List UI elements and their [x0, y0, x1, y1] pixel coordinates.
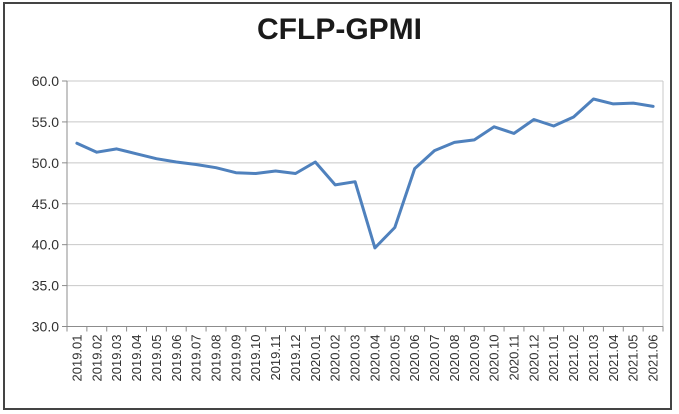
x-axis-tick-label: 2020.05	[387, 335, 402, 382]
y-axis-tick-label: 60.0	[32, 73, 59, 89]
y-axis-tick-label: 55.0	[32, 114, 59, 130]
x-axis-tick-label: 2020.09	[467, 335, 482, 382]
x-axis-tick-label: 2020.01	[308, 335, 323, 382]
x-axis-tick-label: 2019.10	[248, 335, 263, 382]
x-axis-tick-label: 2020.03	[348, 335, 363, 382]
x-axis-tick-label: 2019.02	[89, 335, 104, 382]
x-axis-tick-label: 2021.02	[566, 335, 581, 382]
x-axis-tick-label: 2020.04	[367, 335, 382, 382]
pmi-line	[75, 97, 655, 250]
x-axis-tick-label: 2020.07	[427, 335, 442, 382]
chart-title: CFLP-GPMI	[257, 13, 422, 46]
x-axis-tick-label: 2019.01	[69, 335, 84, 382]
x-axis-tick-label: 2019.07	[189, 335, 204, 382]
x-axis-tick-label: 2019.09	[228, 335, 243, 382]
x-axis-tick-label: 2021.01	[546, 335, 561, 382]
x-axis-tick-label: 2021.05	[626, 335, 641, 382]
y-axis-tick-label: 50.0	[32, 155, 59, 171]
x-axis-tick-label: 2019.06	[169, 335, 184, 382]
x-axis-tick-label: 2019.05	[149, 335, 164, 382]
y-axis-tick-label: 40.0	[32, 237, 59, 253]
x-axis-tick-label: 2019.03	[109, 335, 124, 382]
y-axis-tick-label: 45.0	[32, 196, 59, 212]
x-axis-tick-label: 2020.08	[447, 335, 462, 382]
x-axis-tick-label: 2020.12	[526, 335, 541, 382]
y-axis-tick-label: 30.0	[32, 319, 59, 335]
y-axis-tick-label: 35.0	[32, 278, 59, 294]
x-axis-tick-label: 2019.08	[209, 335, 224, 382]
x-axis-tick-label: 2020.10	[487, 335, 502, 382]
x-axis-tick-label: 2021.06	[646, 335, 661, 382]
x-axis-tick-label: 2019.11	[268, 335, 283, 381]
x-axis-tick-label: 2021.04	[606, 335, 621, 382]
x-axis-tick-label: 2019.12	[288, 335, 303, 382]
x-axis-tick-label: 2020.11	[507, 335, 522, 381]
x-axis-tick-label: 2021.03	[586, 335, 601, 382]
x-axis-tick-label: 2019.04	[129, 335, 144, 382]
x-axis-tick-label: 2020.06	[407, 335, 422, 382]
x-axis-tick-label: 2020.02	[328, 335, 343, 382]
